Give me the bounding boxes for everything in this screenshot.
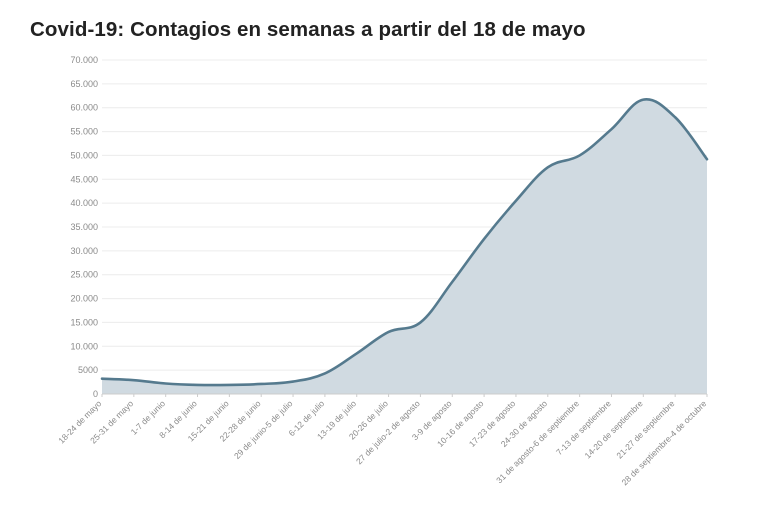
data-point [419, 321, 421, 323]
x-tick-label: 7-13 de septiembre [554, 398, 613, 457]
y-tick-label: 25.000 [70, 270, 98, 280]
y-tick-label: 35.000 [70, 222, 98, 232]
y-tick-label: 55.000 [70, 127, 98, 137]
data-point [324, 372, 326, 374]
data-point [260, 383, 262, 385]
data-point [101, 378, 103, 380]
data-point [387, 331, 389, 333]
y-tick-label: 40.000 [70, 198, 98, 208]
y-tick-label: 60.000 [70, 103, 98, 113]
y-tick-label: 45.000 [70, 174, 98, 184]
y-tick-label: 30.000 [70, 246, 98, 256]
y-tick-label: 5000 [78, 365, 98, 375]
y-tick-label: 0 [93, 389, 98, 399]
data-point [578, 154, 580, 156]
data-point [515, 200, 517, 202]
data-point [228, 384, 230, 386]
series-line [100, 98, 709, 387]
x-tick-label: 21-27 de septiembre [614, 398, 676, 460]
series-area-fill [102, 99, 707, 395]
y-tick-label: 65.000 [70, 79, 98, 89]
y-tick-label: 20.000 [70, 294, 98, 304]
data-point [642, 98, 644, 100]
x-tick-label: 14-20 de septiembre [583, 398, 645, 460]
data-point [133, 379, 135, 381]
y-tick-label: 15.000 [70, 317, 98, 327]
data-point [483, 238, 485, 240]
data-point [610, 128, 612, 130]
data-point [356, 352, 358, 354]
data-point [706, 158, 708, 160]
data-point [451, 281, 453, 283]
data-point [164, 382, 166, 384]
y-tick-label: 10.000 [70, 341, 98, 351]
y-axis-tick-labels: 0 5000 10.000 15.000 20.000 25.000 30.000 35.00… [70, 55, 98, 399]
data-point [674, 116, 676, 118]
chart-title: Covid-19: Contagios en semanas a partir … [30, 18, 586, 41]
data-point [292, 380, 294, 382]
data-point [547, 166, 549, 168]
y-tick-label: 70.000 [70, 55, 98, 65]
y-tick-label: 50.000 [70, 150, 98, 160]
x-tick-label: 29 de junio-5 de julio [232, 398, 295, 461]
data-point [196, 384, 198, 386]
